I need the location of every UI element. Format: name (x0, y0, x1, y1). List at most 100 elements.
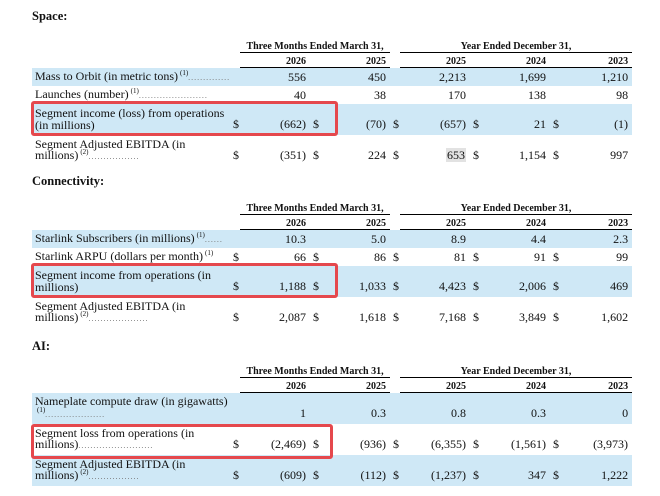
value-cell: 1 (240, 392, 310, 424)
space-table: Three Months Ended March 31, Year Ended … (32, 37, 633, 166)
value-cell: 1,210 (560, 67, 633, 86)
value-cell: (1) (560, 104, 633, 135)
row-label: Segment loss from operations (in million… (35, 425, 195, 451)
value-cell: (662) (240, 104, 310, 135)
table-row: Segment Adjusted EBITDA (in millions) (2)… (32, 455, 633, 486)
year-header: 2025 (400, 52, 471, 68)
value-cell: 0.3 (480, 392, 551, 424)
dollar-sign: $ (310, 455, 320, 486)
three-months-header: Three Months Ended March 31, (240, 362, 391, 378)
dollar-sign: $ (550, 455, 561, 486)
dollar-sign: $ (230, 455, 240, 486)
year-header: 2024 (480, 214, 551, 230)
dollar-sign: $ (310, 104, 320, 135)
value-cell: 450 (320, 67, 391, 86)
value-cell: 1,154 (519, 148, 547, 162)
year-ended-header: Year Ended December 31, (400, 37, 633, 53)
year-ended-header: Year Ended December 31, (400, 362, 633, 378)
value-cell: 469 (560, 266, 633, 297)
value-cell: 1,618 (359, 310, 387, 324)
dollar-sign: $ (230, 266, 240, 297)
dollar-sign: $ (313, 437, 319, 451)
dollar-sign: $ (393, 437, 400, 451)
value-cell: 81 (454, 249, 467, 264)
dollar-sign: $ (473, 310, 480, 324)
ai-table: Three Months Ended March 31, Year Ended … (32, 362, 633, 486)
value-cell: 653 (446, 148, 467, 162)
table-row: Starlink ARPU (dollars per month) (1) $66… (32, 248, 632, 266)
value-cell: 0 (560, 392, 633, 424)
value-cell: 98 (616, 87, 629, 102)
value-cell: (112) (320, 455, 391, 486)
table-row: Starlink Subscribers (in millions) (1)...… (32, 229, 633, 248)
value-cell: 99 (616, 249, 629, 264)
dollar-sign: $ (230, 104, 240, 135)
dollar-sign: $ (553, 437, 560, 451)
dollar-sign: $ (553, 148, 560, 162)
table-row: Segment loss from operations (in million… (32, 424, 632, 455)
dollar-sign: $ (310, 266, 320, 297)
value-cell: 8.9 (400, 229, 471, 248)
table-row: Nameplate compute draw (in gigawatts)(1)… (32, 392, 633, 424)
value-cell: 4.4 (480, 229, 551, 248)
year-ended-header: Year Ended December 31, (400, 199, 633, 215)
year-header: 2023 (560, 214, 633, 230)
table-row: Segment Adjusted EBITDA (in millions) (2)… (32, 297, 632, 328)
table-row: Launches (number) (1)....................… (32, 86, 632, 104)
year-header: 2025 (400, 377, 471, 393)
value-cell: 1,033 (320, 266, 391, 297)
table-row: Segment Adjusted EBITDA (in millions) (2)… (32, 135, 632, 166)
value-cell: 556 (240, 67, 310, 86)
dollar-sign: $ (390, 455, 401, 486)
value-cell: (2,469) (271, 437, 306, 451)
value-cell: 1,602 (601, 310, 629, 324)
value-cell: 2,006 (480, 266, 551, 297)
year-header: 2026 (240, 214, 310, 230)
dollar-sign: $ (550, 266, 561, 297)
value-cell: 170 (448, 87, 467, 102)
year-header: 2024 (480, 52, 551, 68)
dollar-sign: $ (233, 249, 239, 264)
value-cell: (609) (240, 455, 310, 486)
dollar-sign: $ (473, 249, 480, 264)
value-cell: 3,849 (519, 310, 547, 324)
value-cell: 38 (374, 87, 387, 102)
value-cell: (3,973) (593, 437, 629, 451)
dollar-sign: $ (390, 104, 401, 135)
year-header: 2023 (560, 52, 633, 68)
value-cell: 347 (480, 455, 551, 486)
row-label: Nameplate compute draw (in gigawatts)(1)… (32, 392, 230, 424)
dollar-sign: $ (550, 104, 561, 135)
value-cell: (1,237) (400, 455, 471, 486)
dollar-sign: $ (233, 148, 239, 162)
value-cell: 10.3 (240, 229, 310, 248)
dollar-sign: $ (393, 148, 400, 162)
dollar-sign: $ (470, 104, 481, 135)
value-cell: 40 (294, 87, 306, 102)
connectivity-table: Three Months Ended March 31, Year Ended … (32, 199, 633, 328)
value-cell: 0.8 (400, 392, 471, 424)
row-label: Starlink Subscribers (in millions) (1)...… (32, 229, 230, 248)
dollar-sign: $ (393, 310, 400, 324)
table-row: Segment income from operations (in milli… (32, 266, 633, 297)
year-header: 2025 (400, 214, 471, 230)
row-label: Starlink ARPU (dollars per month) (1) (35, 249, 214, 264)
dollar-sign: $ (473, 148, 480, 162)
dollar-sign: $ (233, 437, 239, 451)
value-cell: 2,087 (279, 310, 306, 324)
row-label: Launches (number) (1)....................… (35, 86, 208, 101)
row-label: Segment income (loss) from operations (i… (32, 104, 230, 135)
value-cell: 4,423 (400, 266, 471, 297)
value-cell: (936) (360, 437, 387, 451)
value-cell: 7,168 (439, 310, 467, 324)
year-header: 2023 (560, 377, 633, 393)
value-cell: (1,561) (511, 437, 547, 451)
value-cell: (6,355) (431, 437, 467, 451)
connectivity-section-title: Connectivity: (32, 174, 105, 188)
row-label: Segment Adjusted EBITDA (in millions) (2)… (32, 455, 230, 486)
table-row: Segment income (loss) from operations (i… (32, 104, 633, 135)
dollar-sign: $ (470, 455, 481, 486)
dollar-sign: $ (313, 148, 319, 162)
year-header: 2024 (480, 377, 551, 393)
